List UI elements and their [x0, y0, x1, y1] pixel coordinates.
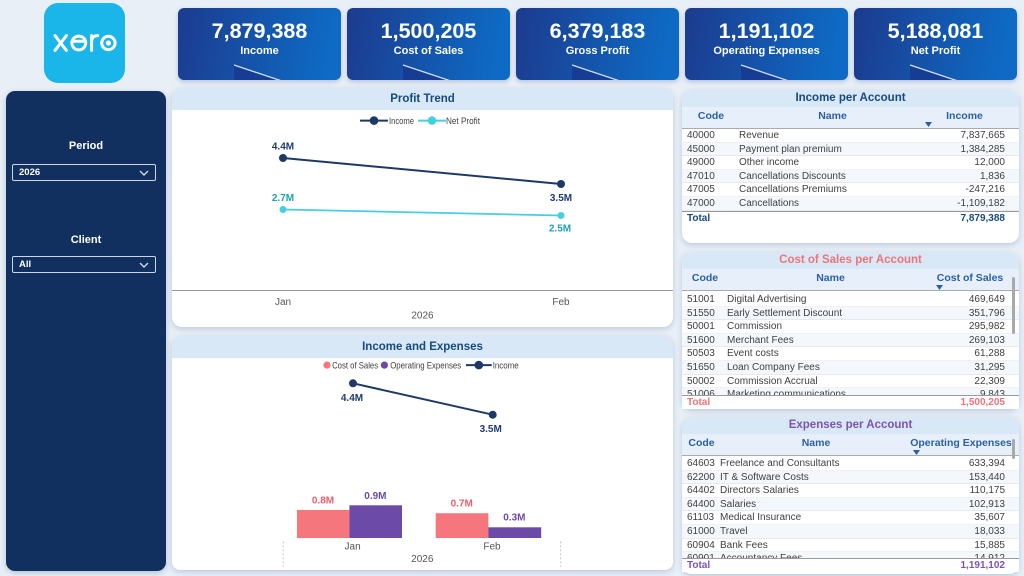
- svg-text:0.8M: 0.8M: [312, 495, 334, 506]
- svg-text:2.7M: 2.7M: [272, 193, 294, 204]
- svg-text:0.9M: 0.9M: [364, 491, 386, 502]
- svg-text:2026: 2026: [411, 554, 434, 565]
- svg-text:2.5M: 2.5M: [549, 224, 571, 235]
- svg-text:Operating Expenses: Operating Expenses: [390, 361, 461, 371]
- svg-text:0.3M: 0.3M: [503, 513, 525, 524]
- svg-text:Cost of Sales: Cost of Sales: [332, 361, 378, 371]
- svg-text:4.4M: 4.4M: [272, 142, 294, 153]
- svg-text:4.4M: 4.4M: [341, 393, 363, 404]
- svg-text:Feb: Feb: [483, 542, 501, 553]
- svg-text:Net Profit: Net Profit: [446, 116, 480, 126]
- svg-text:Jan: Jan: [345, 542, 361, 553]
- svg-text:2026: 2026: [411, 311, 434, 322]
- svg-text:Income: Income: [389, 116, 414, 126]
- svg-text:0.7M: 0.7M: [451, 498, 473, 509]
- svg-text:Feb: Feb: [552, 297, 570, 308]
- svg-text:3.5M: 3.5M: [550, 193, 572, 204]
- svg-text:3.5M: 3.5M: [480, 424, 502, 435]
- svg-text:Jan: Jan: [275, 297, 291, 308]
- svg-text:Income: Income: [493, 361, 519, 371]
